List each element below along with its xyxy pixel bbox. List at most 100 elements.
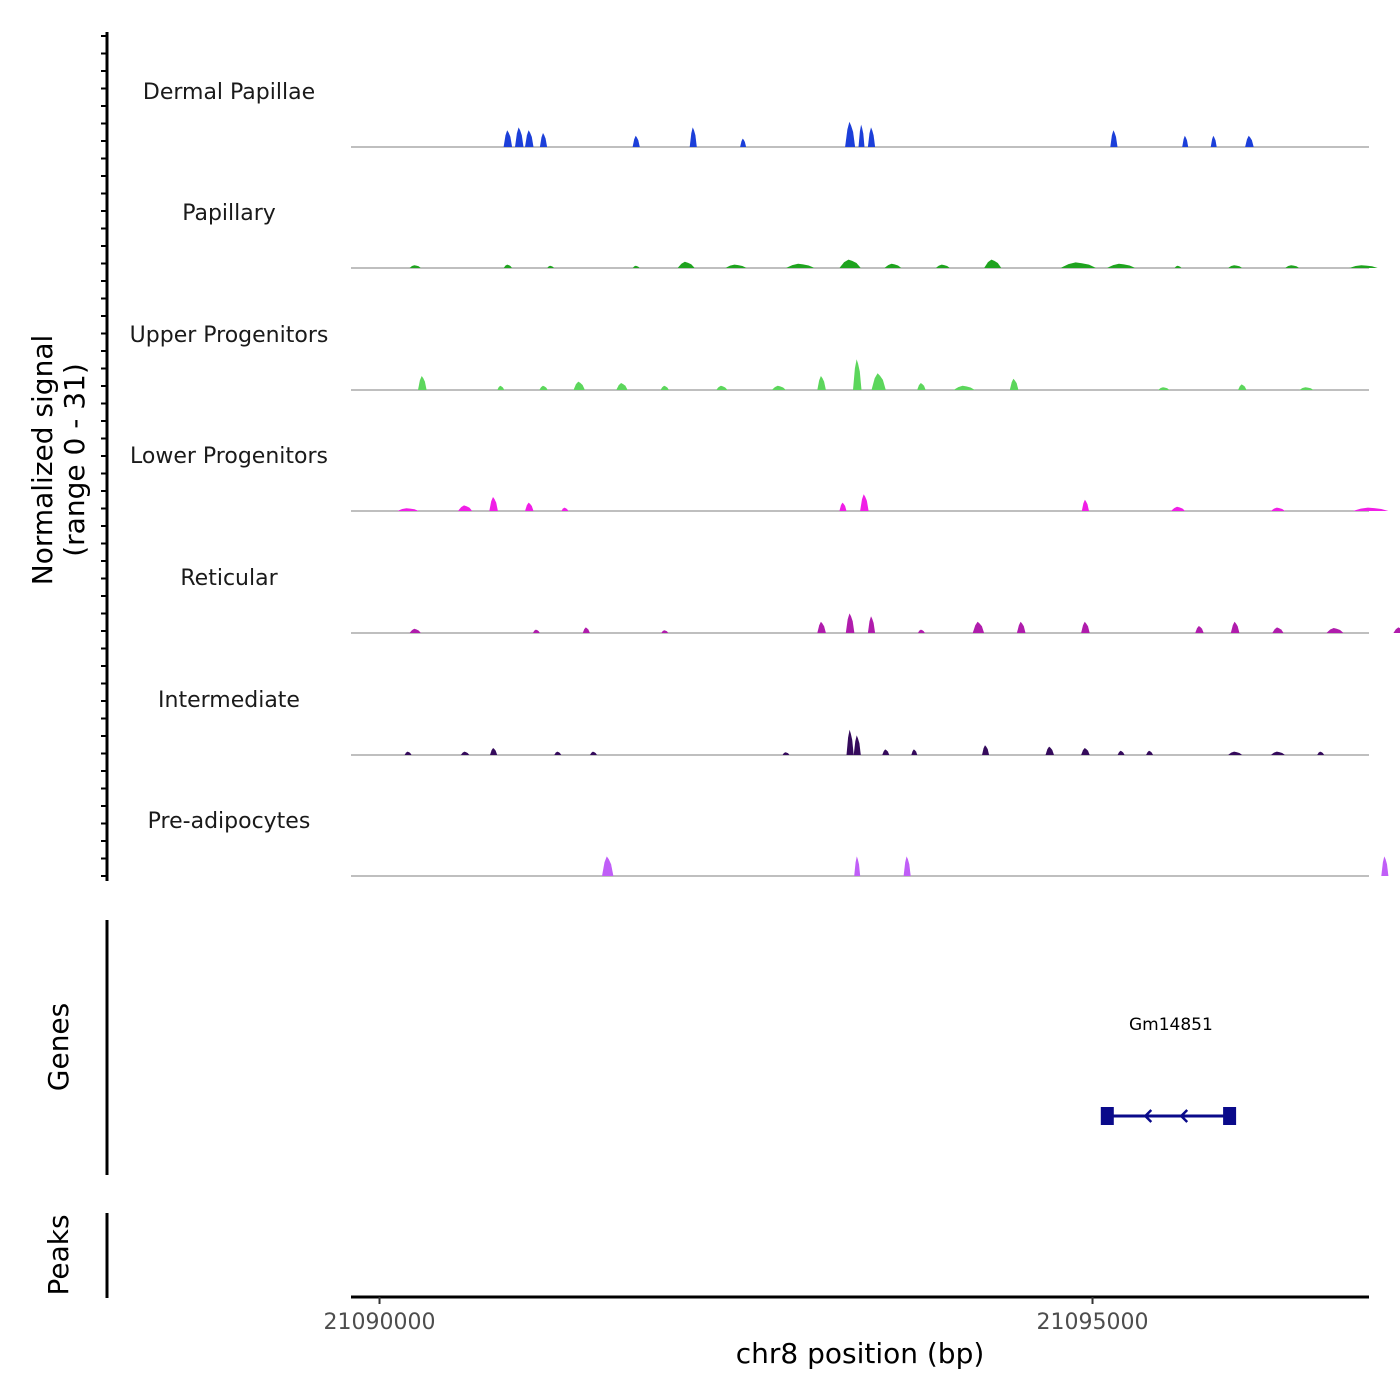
signal-peak bbox=[1393, 627, 1400, 633]
signal-peak bbox=[616, 383, 628, 390]
signal-peak bbox=[582, 627, 590, 633]
signal-peak bbox=[917, 629, 925, 633]
signal-peak bbox=[1060, 262, 1097, 268]
signal-peak bbox=[982, 745, 990, 755]
signal-peak bbox=[884, 263, 902, 268]
signal-peak bbox=[1158, 387, 1170, 390]
track-papillary: Papillary bbox=[182, 201, 1378, 269]
signal-peak bbox=[515, 127, 524, 147]
signal-peak bbox=[1106, 263, 1136, 268]
signal-peak bbox=[1228, 265, 1243, 268]
signal-peak bbox=[532, 629, 540, 633]
signal-peak bbox=[725, 264, 747, 268]
track-label: Upper Progenitors bbox=[130, 323, 329, 348]
signal-peak bbox=[1245, 135, 1254, 147]
signal-peak bbox=[554, 751, 562, 755]
signal-peak bbox=[716, 385, 728, 390]
track-intermediate: Intermediate bbox=[158, 688, 1369, 756]
signal-peak bbox=[1230, 621, 1240, 633]
signal-peak bbox=[1195, 626, 1204, 633]
signal-peak bbox=[860, 494, 869, 511]
signal-peak bbox=[845, 121, 856, 147]
signal-peak bbox=[660, 385, 669, 390]
signal-peak bbox=[409, 265, 421, 268]
signal-peak bbox=[1326, 628, 1344, 633]
signal-peak bbox=[1174, 265, 1182, 268]
signal-peak bbox=[1110, 130, 1118, 147]
gene-exon bbox=[1223, 1107, 1237, 1125]
signal-peak bbox=[867, 616, 876, 633]
signal-tracks: Dermal Papillae Papillary Upper Progenitor… bbox=[130, 80, 1400, 877]
signal-peak bbox=[1270, 751, 1285, 755]
track-label: Intermediate bbox=[158, 688, 300, 713]
signal-peak bbox=[911, 749, 918, 755]
signal-peak bbox=[785, 263, 815, 268]
signal-peak bbox=[1352, 507, 1389, 511]
signal-peak bbox=[547, 265, 555, 268]
signal-peak bbox=[539, 133, 548, 147]
track-label: Pre-adipocytes bbox=[148, 809, 311, 834]
signal-peak bbox=[409, 628, 421, 633]
track-label: Papillary bbox=[182, 201, 276, 226]
strand-arrow bbox=[1143, 1109, 1153, 1123]
signal-peak bbox=[1146, 750, 1154, 755]
signal-peak bbox=[817, 376, 826, 390]
signal-peak bbox=[1045, 746, 1054, 755]
track-label: Dermal Papillae bbox=[143, 80, 315, 105]
signal-peak bbox=[853, 735, 861, 755]
signal-peak bbox=[489, 497, 498, 511]
track-label: Lower Progenitors bbox=[130, 444, 328, 469]
signal-peak bbox=[846, 729, 854, 755]
signal-peak bbox=[1081, 499, 1089, 511]
track-reticular: Reticular bbox=[180, 566, 1400, 634]
track-lower-progenitors: Lower Progenitors bbox=[130, 444, 1389, 512]
signal-y-label-line2: (range 0 - 31) bbox=[58, 363, 91, 557]
signal-peak bbox=[935, 264, 950, 268]
signal-peak bbox=[740, 138, 747, 147]
signal-peak bbox=[589, 751, 597, 755]
signal-peak bbox=[903, 856, 911, 876]
signal-peak bbox=[503, 130, 513, 147]
signal-peak bbox=[858, 124, 865, 147]
signal-peak bbox=[1381, 856, 1389, 876]
signal-y-ticks bbox=[101, 35, 107, 877]
signal-peak bbox=[602, 856, 614, 876]
signal-peak bbox=[854, 856, 861, 876]
peaks-panel-label: Peaks bbox=[42, 1214, 75, 1295]
strand-arrow bbox=[1179, 1109, 1189, 1123]
signal-peak bbox=[817, 621, 826, 633]
signal-peak bbox=[632, 135, 640, 147]
signal-peak bbox=[1317, 751, 1325, 755]
signal-peak bbox=[397, 508, 419, 511]
signal-peak bbox=[460, 751, 470, 755]
signal-peak bbox=[573, 381, 585, 390]
signal-peak bbox=[1285, 265, 1300, 268]
signal-peak bbox=[1228, 751, 1243, 755]
gene-exon bbox=[1100, 1107, 1114, 1125]
signal-peak bbox=[525, 130, 534, 147]
x-tick-label: 21095000 bbox=[1037, 1310, 1149, 1335]
signal-peak bbox=[539, 385, 548, 390]
signal-peak bbox=[1170, 506, 1186, 511]
track-pre-adipocytes: Pre-adipocytes bbox=[148, 809, 1389, 877]
signal-peak bbox=[839, 502, 847, 511]
signal-peak bbox=[1081, 621, 1090, 633]
signal-y-label-line1: Normalized signal bbox=[26, 335, 59, 586]
signal-peak bbox=[1238, 384, 1247, 390]
gene-label: Gm14851 bbox=[1129, 1015, 1213, 1035]
signal-peak bbox=[917, 383, 926, 390]
signal-peak bbox=[1117, 750, 1125, 755]
signal-peak bbox=[404, 751, 412, 755]
signal-peak bbox=[525, 502, 534, 511]
genes-panel-label: Genes bbox=[42, 1003, 75, 1091]
track-dermal-papillae: Dermal Papillae bbox=[143, 80, 1369, 148]
signal-peak bbox=[1270, 507, 1285, 511]
signal-peak bbox=[1081, 748, 1090, 755]
x-axis-title: chr8 position (bp) bbox=[736, 1337, 985, 1370]
signal-peak bbox=[661, 630, 669, 633]
signal-peak bbox=[1272, 627, 1284, 633]
signal-peak bbox=[503, 264, 513, 268]
signal-peak bbox=[497, 385, 505, 390]
genes-track: Gm14851 bbox=[1100, 1015, 1237, 1125]
